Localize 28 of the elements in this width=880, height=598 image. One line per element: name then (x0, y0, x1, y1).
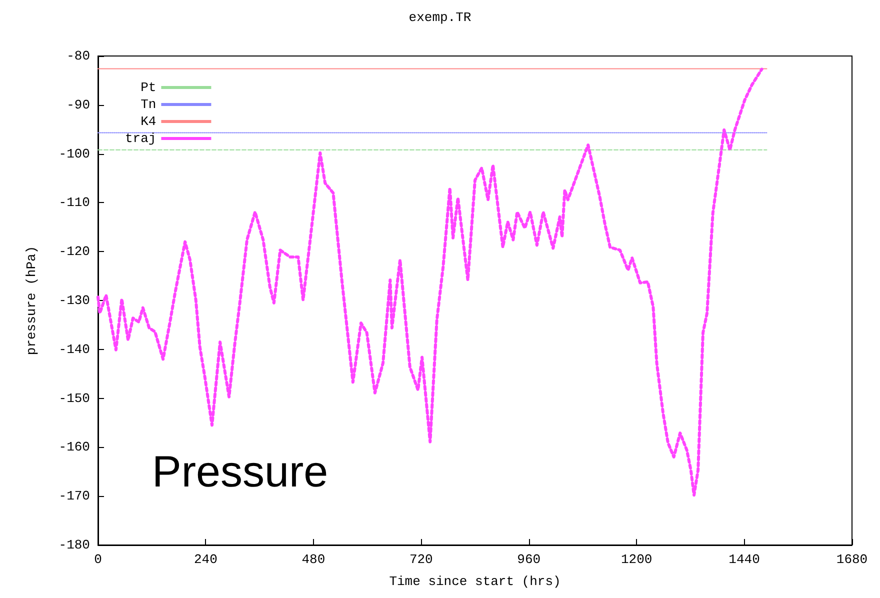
x-tick-label: 0 (94, 552, 102, 567)
chart-title: exemp.TR (408, 10, 472, 25)
x-tick-label: 720 (409, 552, 433, 567)
y-tick-label: -110 (58, 195, 90, 210)
y-tick-label: -180 (58, 538, 90, 552)
x-tick-label: 1200 (620, 552, 652, 567)
line-series (96, 68, 764, 497)
y-tick-label: -130 (58, 293, 90, 308)
y-tick-label: -120 (58, 244, 90, 260)
y-tick-label: -140 (58, 342, 90, 357)
annotation: Pressure (152, 448, 328, 496)
legend-label: K4 (140, 114, 156, 129)
legend-label: Tn (140, 97, 156, 112)
y-tick-label: -160 (58, 440, 90, 455)
y-tick-label: -90 (66, 97, 90, 112)
y-tick-label: -100 (58, 146, 90, 162)
y-tick-label: -80 (66, 48, 90, 64)
x-tick-label: 480 (302, 552, 326, 567)
x-tick-label: 1440 (728, 552, 760, 567)
x-axis-title: Time since start (hrs) (389, 574, 561, 589)
x-tick-label: 240 (194, 552, 218, 567)
legend-label: traj (124, 131, 156, 146)
y-tick-label: -170 (58, 488, 90, 504)
x-tick-label: 960 (517, 552, 541, 567)
y-tick-label: -150 (58, 390, 90, 406)
legend-label: Pt (140, 80, 156, 95)
y-axis-title: pressure (hPa) (24, 246, 39, 356)
x-tick-label: 1680 (836, 552, 868, 567)
